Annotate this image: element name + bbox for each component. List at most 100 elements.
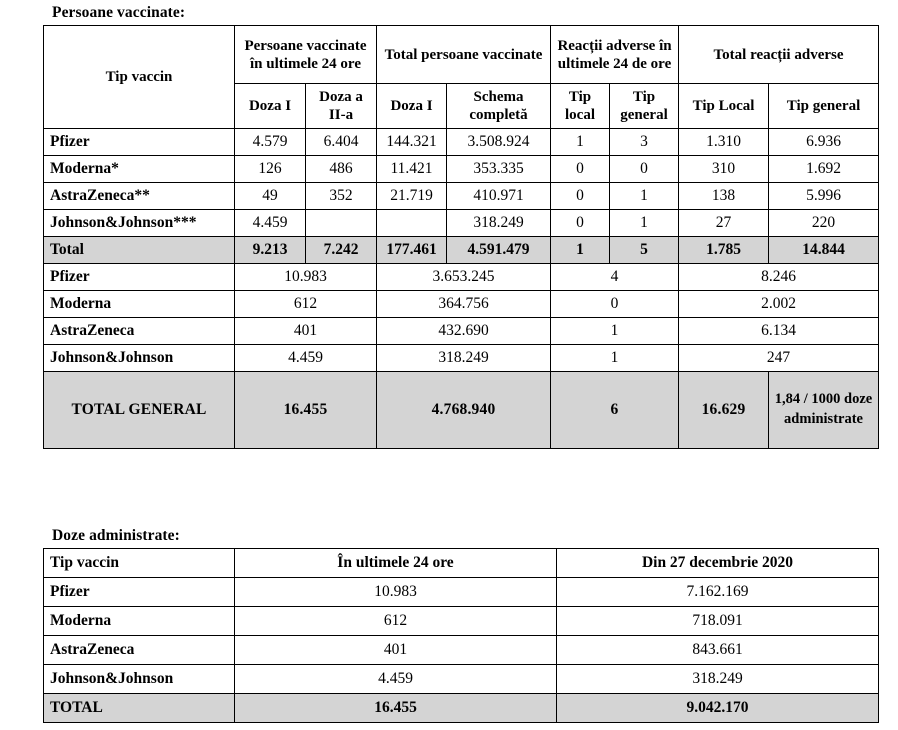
cell-subtotal-doza1-24h: 9.213 xyxy=(234,236,306,264)
table-row: Pfizer 4.579 6.404 144.321 3.508.924 1 3… xyxy=(43,128,880,156)
header-tip-local-24h: Tip local xyxy=(550,83,611,129)
cell-vaccine-name: Pfizer xyxy=(43,128,235,156)
table-row: Johnson&Johnson 4.459 318.249 xyxy=(43,664,879,694)
cell-adv-local-24h: 0 xyxy=(550,209,611,237)
cell-subtotal-schema-total: 4.591.479 xyxy=(445,236,552,264)
cell-subtotal-adv-local-24h: 1 xyxy=(550,236,611,264)
cell-vaccine-name: Moderna xyxy=(43,606,235,636)
cell-vaccine-name: Johnson&Johnson xyxy=(43,344,235,372)
cell-doza2-24h: 352 xyxy=(305,182,377,210)
cell-adv-local-total: 138 xyxy=(678,182,770,210)
cell-doza1-total xyxy=(376,209,447,237)
cell-merged-adverse-total: 247 xyxy=(678,344,880,372)
cell-adv-local-24h: 0 xyxy=(550,155,611,183)
cell-grand-total-adverse-local: 16.629 xyxy=(678,371,770,449)
table-row: Pfizer 10.983 7.162.169 xyxy=(43,577,879,607)
cell-doses-last24: 4.459 xyxy=(234,664,557,694)
header-doza-1-24h: Doza I xyxy=(234,83,306,129)
table-row-merged: AstraZeneca 401 432.690 1 6.134 xyxy=(43,317,880,345)
table-row-merged: Johnson&Johnson 4.459 318.249 1 247 xyxy=(43,344,880,372)
cell-adv-local-24h: 1 xyxy=(550,128,611,156)
cell-doses-since: 843.661 xyxy=(556,635,879,665)
header-tip-general-24h: Tip general xyxy=(609,83,680,129)
cell-merged-last24: 10.983 xyxy=(234,263,377,291)
cell-adv-general-total: 6.936 xyxy=(768,128,880,156)
cell-vaccine-name: Moderna xyxy=(43,290,235,318)
cell-doza1-24h: 126 xyxy=(234,155,306,183)
cell-vaccine-name: Johnson&Johnson xyxy=(43,664,235,694)
cell-schema-total: 353.335 xyxy=(445,155,552,183)
cell-doza1-24h: 4.579 xyxy=(234,128,306,156)
cell-subtotal-doza1-total: 177.461 xyxy=(376,236,447,264)
cell-grand-total-adverse-24h: 6 xyxy=(550,371,680,449)
cell-adv-local-total: 27 xyxy=(678,209,770,237)
table-row: AstraZeneca 401 843.661 xyxy=(43,635,879,665)
cell-merged-total-vaccinated: 318.249 xyxy=(375,344,552,372)
cell-vaccine-name: AstraZeneca xyxy=(43,635,235,665)
header-tip-vaccin: Tip vaccin xyxy=(43,25,235,129)
cell-doza2-24h: 486 xyxy=(305,155,377,183)
cell-doses-last24: 10.983 xyxy=(234,577,557,607)
cell-total-since: 9.042.170 xyxy=(556,693,879,723)
cell-adv-general-24h: 1 xyxy=(609,182,680,210)
cell-merged-last24: 401 xyxy=(234,317,377,345)
cell-vaccine-name: Johnson&Johnson*** xyxy=(43,209,235,237)
cell-adv-local-24h: 0 xyxy=(550,182,611,210)
grand-total-row: TOTAL GENERAL 16.455 4.768.940 6 16.629 … xyxy=(43,371,880,449)
cell-doza1-total: 21.719 xyxy=(376,182,447,210)
header-group-total-reactii-adverse: Total reacții adverse xyxy=(678,25,880,84)
header-group-ultimele-24-ore: Persoane vaccinate în ultimele 24 ore xyxy=(234,25,377,84)
cell-adv-local-total: 310 xyxy=(678,155,770,183)
heading-persoane-vaccinate: Persoane vaccinate: xyxy=(52,4,186,21)
table-row: Johnson&Johnson*** 4.459 318.249 0 1 27 … xyxy=(43,209,880,237)
cell-doses-last24: 401 xyxy=(234,635,557,665)
header-tip-general-total: Tip general xyxy=(768,83,880,129)
cell-merged-last24: 4.459 xyxy=(234,344,377,372)
header-group-reactii-adverse-24-ore: Reacții adverse în ultimele 24 de ore xyxy=(550,25,680,84)
cell-grand-total-adverse-rate: 1,84 / 1000 doze administrate xyxy=(768,371,880,449)
cell-doza2-24h: 6.404 xyxy=(305,128,377,156)
header-group-total-persoane-vaccinate: Total persoane vaccinate xyxy=(375,25,552,84)
header-tip-vaccin: Tip vaccin xyxy=(43,548,235,578)
header-row-subcolumns: Doza I Doza a II-a Doza I Schema complet… xyxy=(44,83,880,129)
cell-merged-adverse-total: 2.002 xyxy=(678,290,880,318)
table-doze-administrate: Tip vaccin În ultimele 24 ore Din 27 dec… xyxy=(43,548,879,723)
cell-vaccine-name: AstraZeneca xyxy=(43,317,235,345)
cell-adv-general-total: 1.692 xyxy=(768,155,880,183)
table-row: Moderna 612 718.091 xyxy=(43,606,879,636)
header-doza-2-24h: Doza a II-a xyxy=(305,83,377,129)
header-row: Tip vaccin În ultimele 24 ore Din 27 dec… xyxy=(43,548,879,578)
header-row-groups: Tip vaccin Persoane vaccinate în ultimel… xyxy=(43,25,880,129)
cell-merged-adverse-total: 6.134 xyxy=(678,317,880,345)
cell-merged-total-vaccinated: 364.756 xyxy=(375,290,552,318)
cell-subtotal-adv-general-total: 14.844 xyxy=(768,236,880,264)
cell-adv-general-24h: 3 xyxy=(609,128,680,156)
cell-doza1-total: 11.421 xyxy=(376,155,447,183)
cell-merged-total-vaccinated: 432.690 xyxy=(375,317,552,345)
cell-merged-last24: 612 xyxy=(234,290,377,318)
cell-merged-adverse-24h: 1 xyxy=(550,317,680,345)
cell-adv-general-total: 220 xyxy=(768,209,880,237)
cell-vaccine-name: Pfizer xyxy=(43,577,235,607)
header-doza-1-total: Doza I xyxy=(376,83,447,129)
cell-doza1-24h: 4.459 xyxy=(234,209,306,237)
cell-doza2-24h xyxy=(305,209,377,237)
cell-doza1-total: 144.321 xyxy=(376,128,447,156)
table-row: Moderna* 126 486 11.421 353.335 0 0 310 … xyxy=(43,155,880,183)
cell-grand-total-last24: 16.455 xyxy=(234,371,377,449)
table-row: AstraZeneca** 49 352 21.719 410.971 0 1 … xyxy=(43,182,880,210)
header-schema-completa: Schema completă xyxy=(445,83,552,129)
cell-schema-total: 318.249 xyxy=(445,209,552,237)
table-row-merged: Moderna 612 364.756 0 2.002 xyxy=(43,290,880,318)
cell-adv-local-total: 1.310 xyxy=(678,128,770,156)
cell-doses-since: 318.249 xyxy=(556,664,879,694)
table-row-merged: Pfizer 10.983 3.653.245 4 8.246 xyxy=(43,263,880,291)
cell-adv-general-24h: 0 xyxy=(609,155,680,183)
cell-subtotal-doza2-24h: 7.242 xyxy=(305,236,377,264)
subtotal-row: Total 9.213 7.242 177.461 4.591.479 1 5 … xyxy=(43,236,880,264)
cell-total-last24: 16.455 xyxy=(234,693,557,723)
table-persoane-vaccinate: Tip vaccin Persoane vaccinate în ultimel… xyxy=(43,25,880,449)
cell-grand-total-label: TOTAL GENERAL xyxy=(43,371,235,449)
cell-schema-total: 410.971 xyxy=(445,182,552,210)
